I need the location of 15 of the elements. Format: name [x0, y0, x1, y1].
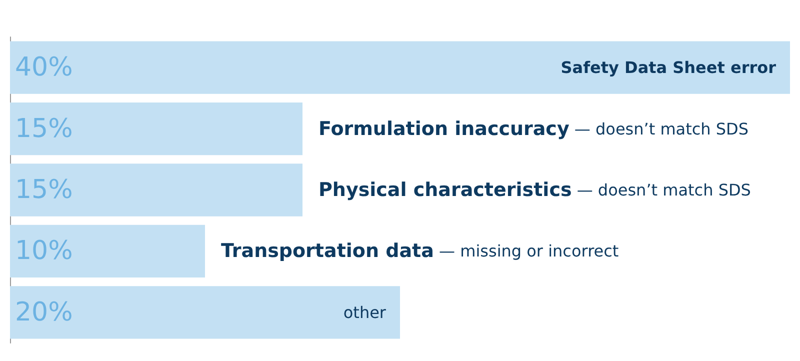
y-tick-label: Physical characteristics — doesn’t match SDS	[318, 179, 751, 201]
data-label: 40%	[15, 52, 73, 83]
data-label: 15%	[15, 114, 73, 144]
y-tick-label: Formulation inaccuracy — doesn’t match SDS	[318, 118, 749, 140]
bar	[10, 286, 400, 339]
bar	[10, 102, 302, 156]
bar	[10, 224, 205, 278]
y-tick-label: Transportation data — missing or incorrect	[221, 240, 619, 262]
data-label: 20%	[15, 297, 73, 328]
y-tick-label: Safety Data Sheet error	[560, 58, 776, 78]
bar	[10, 41, 790, 94]
y-tick-label: other	[343, 302, 386, 322]
bar	[10, 164, 302, 216]
data-label: 10%	[15, 236, 73, 266]
data-label: 15%	[15, 175, 73, 205]
